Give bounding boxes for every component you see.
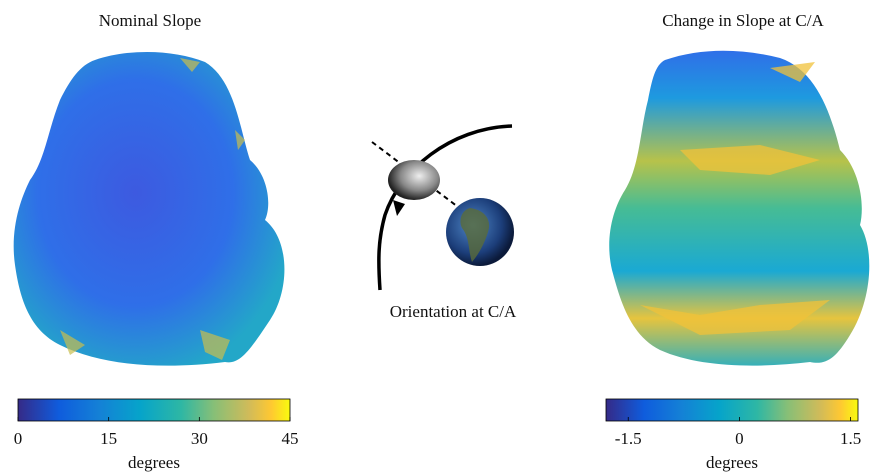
colorbar-tick-label: 1.5 <box>840 429 861 448</box>
colorbar <box>18 399 290 421</box>
colorbar-label: degrees <box>128 453 180 472</box>
orbit-arrow <box>393 200 405 216</box>
colorbar-tick-label: 0 <box>14 429 23 448</box>
figure: Orientation at C/A Nominal Slope 0 15 30 45 d… <box>0 0 877 475</box>
colorbar-tick-label: -1.5 <box>615 429 642 448</box>
colorbar-tick-label: 30 <box>191 429 208 448</box>
colorbar-tick-label: 15 <box>100 429 117 448</box>
center-caption: Orientation at C/A <box>390 302 517 321</box>
asteroid-icon <box>388 160 440 200</box>
colorbar-tick-label: 45 <box>282 429 299 448</box>
colorbar-tick-label: 0 <box>735 429 744 448</box>
asteroid-slope-map <box>14 52 285 366</box>
colorbar <box>606 399 858 421</box>
panel-title: Change in Slope at C/A <box>662 11 824 30</box>
colorbar-label: degrees <box>706 453 758 472</box>
panel-title: Nominal Slope <box>99 11 201 30</box>
